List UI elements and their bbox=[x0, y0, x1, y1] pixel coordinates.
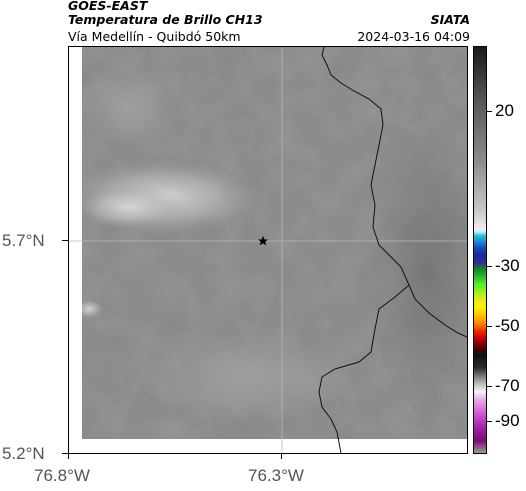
department-border bbox=[408, 284, 467, 338]
satellite-title: GOES-EAST bbox=[68, 0, 148, 13]
lat-tick-lower bbox=[62, 453, 68, 454]
star-icon bbox=[258, 236, 268, 246]
product-title: Temperatura de Brillo CH13 bbox=[68, 12, 263, 27]
colorbar-tick-minus50 bbox=[487, 326, 492, 327]
datetime-label: 2024-03-16 04:09 bbox=[357, 29, 470, 44]
colorbar-tick-minus90 bbox=[487, 421, 492, 422]
lon-label-right: 76.3°W bbox=[248, 466, 304, 485]
lon-tick-right bbox=[281, 454, 282, 459]
colorbar-label-20: 20 bbox=[495, 101, 514, 120]
lat-label-lower: 5.2°N bbox=[2, 444, 45, 463]
satellite-map[interactable] bbox=[68, 46, 468, 454]
colorbar bbox=[473, 46, 487, 454]
colorbar-label-minus90: -90 bbox=[495, 411, 520, 430]
colorbar-label-minus30: -30 bbox=[495, 256, 520, 275]
lon-label-left: 76.8°W bbox=[34, 466, 90, 485]
colorbar-label-minus70: -70 bbox=[495, 376, 520, 395]
agency-label: SIATA bbox=[430, 12, 470, 27]
colorbar-tick-minus30 bbox=[487, 266, 492, 267]
coastline-border bbox=[318, 47, 410, 453]
brightness-temperature-image bbox=[69, 47, 467, 453]
lon-tick-left bbox=[68, 454, 69, 459]
lat-label-upper: 5.7°N bbox=[2, 231, 45, 250]
colorbar-tick-20 bbox=[487, 111, 492, 112]
route-subtitle: Vía Medellín - Quibdó 50km bbox=[68, 29, 241, 44]
colorbar-tick-minus70 bbox=[487, 386, 492, 387]
colorbar-label-minus50: -50 bbox=[495, 316, 520, 335]
lat-tick-upper bbox=[62, 240, 68, 241]
